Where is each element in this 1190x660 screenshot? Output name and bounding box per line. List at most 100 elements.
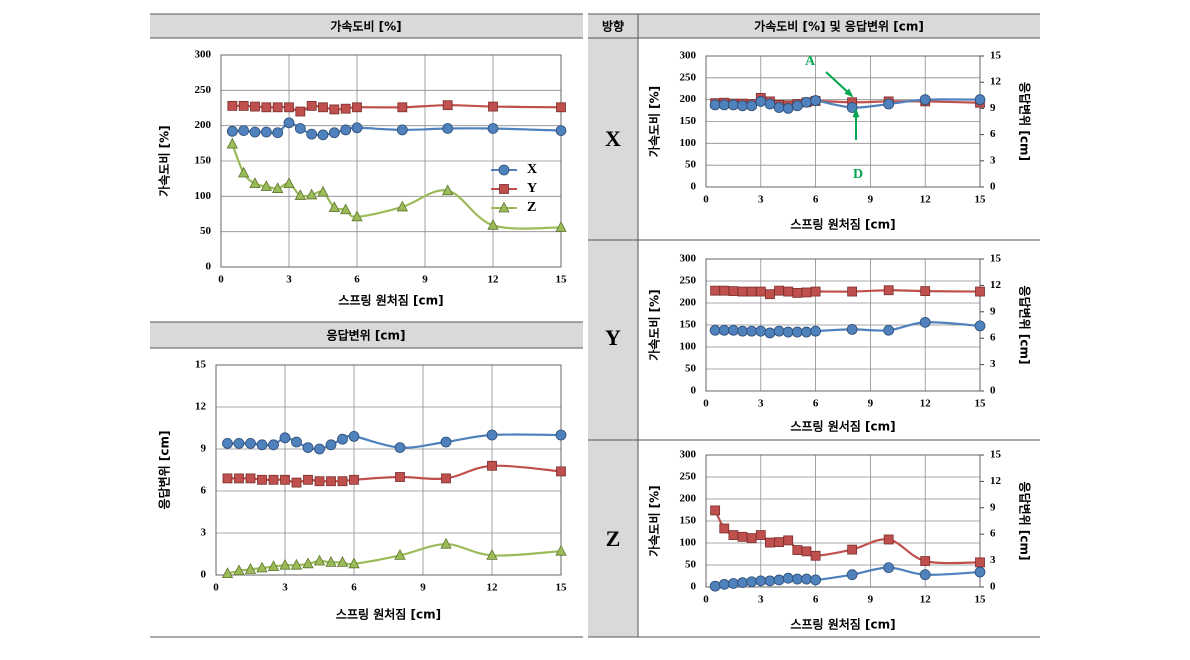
marker [440,537,452,549]
marker [764,575,776,587]
marker [846,323,858,335]
marker [718,99,730,111]
marker [765,537,775,548]
y-tick-label: 300 [680,50,697,62]
marker [283,117,295,129]
y2-tick-label: 15 [990,449,1002,461]
legend-label: Z [527,200,536,215]
marker [318,102,328,113]
marker [272,102,283,113]
marker [782,572,794,584]
marker [746,576,758,588]
marker [257,474,267,485]
marker [244,563,257,574]
marker [249,177,261,189]
marker [883,562,895,574]
marker [233,437,245,449]
marker [556,466,566,477]
marker [487,460,497,471]
annotation: A [805,54,816,69]
series-line [231,143,562,230]
x-tick-label: 6 [813,398,819,410]
x-tick-label: 15 [975,594,987,606]
y-tick-label: 0 [691,181,697,193]
marker [755,575,767,587]
marker [810,95,821,106]
y-axis-label: 가속도비 [%] [647,86,662,157]
marker [234,473,244,484]
marker [883,98,895,110]
marker [351,210,363,222]
marker [765,289,775,300]
marker [442,123,454,134]
marker [746,325,758,337]
y-tick-label: 300 [680,253,697,265]
y-tick-label: 12 [195,401,207,413]
y2-tick-label: 6 [990,128,996,140]
marker [440,436,452,448]
plot-frame [220,54,562,268]
marker [773,325,785,337]
marker [709,99,721,111]
marker [487,123,499,134]
marker [755,325,767,337]
marker [280,474,290,485]
marker [306,128,318,140]
marker [847,544,858,555]
marker [222,437,233,449]
y-tick-label: 50 [685,159,697,171]
marker [555,221,567,232]
marker [328,127,340,139]
y2-tick-label: 0 [990,385,996,397]
marker [238,100,249,111]
marker [728,578,739,589]
plot-frame [215,364,562,576]
series-line [227,464,562,484]
marker [336,556,349,567]
marker [267,560,280,571]
marker [486,549,498,560]
y-tick-label: 250 [680,471,697,483]
row-label: X [605,126,621,151]
marker [791,573,803,585]
y2-axis-label: 응답변위 [cm] [1018,482,1033,561]
y2-axis-label: 응답변위 [cm] [1018,82,1033,161]
x-tick-label: 0 [218,274,224,286]
x-tick-label: 6 [354,274,360,286]
y-tick-label: 150 [680,515,697,527]
x-tick-label: 9 [420,582,426,594]
y-tick-label: 250 [680,275,697,287]
marker [325,556,337,567]
marker [728,324,739,336]
marker [498,201,510,213]
marker [974,94,986,106]
marker [846,569,858,581]
marker [737,100,748,112]
marker [226,125,238,137]
marker [782,103,794,114]
marker [249,126,261,138]
x-tick-label: 6 [813,194,819,206]
y2-tick-label: 9 [990,102,996,114]
marker [487,218,499,230]
marker [256,439,268,451]
series-line [232,104,562,113]
marker [306,188,318,200]
y-tick-label: 50 [685,559,697,571]
marker [801,287,812,298]
marker [348,557,360,569]
marker [883,324,895,336]
marker [314,476,325,487]
marker [499,184,509,194]
marker [306,100,317,111]
y-tick-label: 150 [195,155,212,167]
marker [974,566,986,578]
marker [226,137,238,149]
x-tick-label: 12 [920,194,932,206]
y-axis-label: 가속도비 [%] [647,485,662,556]
marker [810,286,821,297]
y2-tick-label: 6 [990,332,996,344]
marker [555,429,567,441]
legend-label: Y [527,181,537,196]
marker [326,476,336,487]
